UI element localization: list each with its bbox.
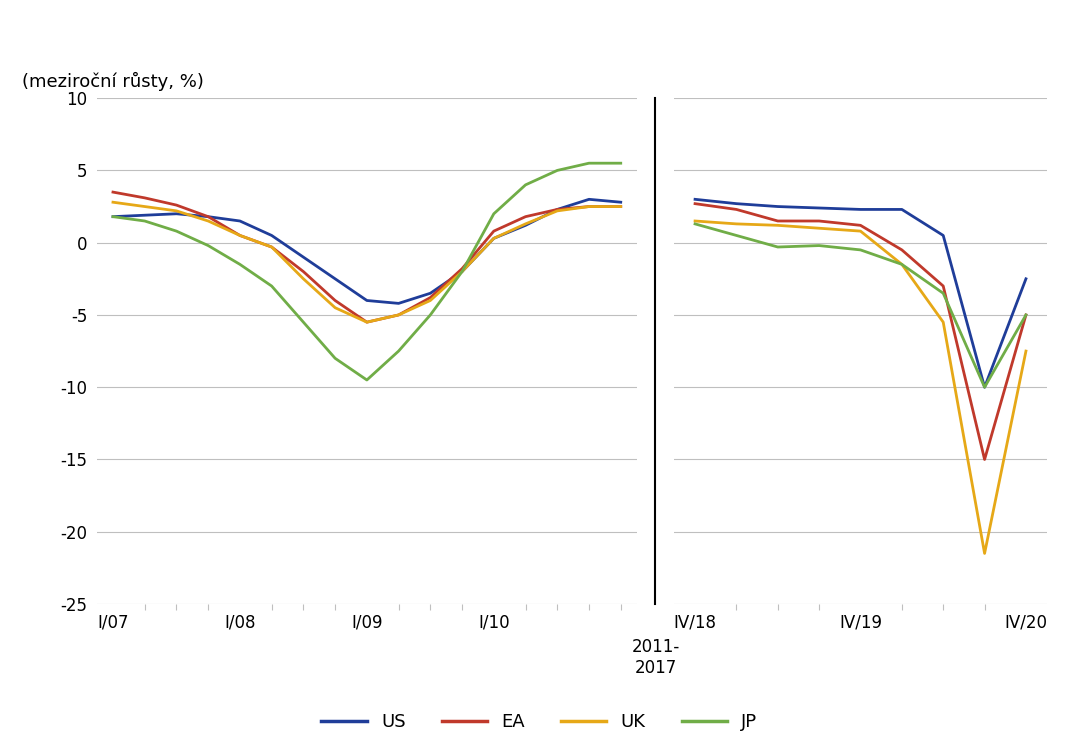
Text: 2011-
2017: 2011- 2017 <box>631 638 680 676</box>
Text: (meziroční růsty, %): (meziroční růsty, %) <box>22 72 204 91</box>
Legend: US, EA, UK, JP: US, EA, UK, JP <box>314 706 765 738</box>
